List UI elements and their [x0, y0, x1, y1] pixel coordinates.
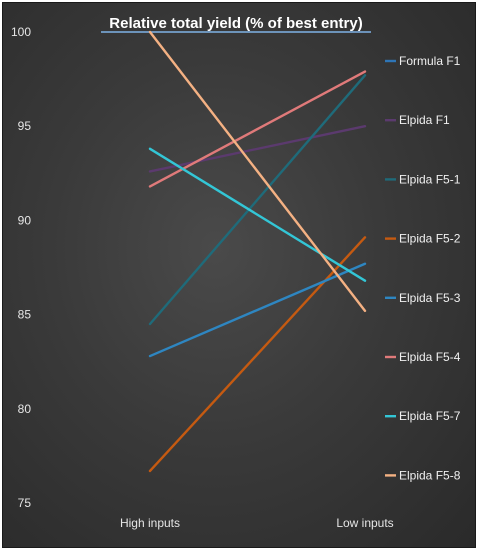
series-line	[148, 262, 367, 358]
x-axis: High inputs Low inputs	[120, 516, 394, 530]
y-tick-label: 75	[18, 496, 32, 510]
series-line	[148, 236, 367, 473]
legend: Formula F1 Elpida F1 Elpida F5-1 Elpida F5-…	[385, 54, 461, 482]
legend-label: Elpida F5-1	[399, 172, 461, 186]
x-tick-label: Low inputs	[336, 516, 393, 530]
y-tick-label: 100	[11, 25, 31, 39]
legend-label: Elpida F5-7	[399, 409, 461, 423]
y-tick-label: 90	[18, 213, 32, 227]
legend-label: Elpida F5-3	[399, 291, 461, 305]
legend-label: Elpida F5-4	[399, 350, 461, 364]
series-line	[148, 124, 367, 173]
chart-title: Relative total yield (% of best entry)	[109, 15, 362, 32]
legend-label: Elpida F1	[399, 113, 450, 127]
y-tick-label: 85	[18, 308, 32, 322]
legend-label: Formula F1	[399, 54, 461, 68]
y-tick-label: 95	[18, 119, 32, 133]
y-tick-label: 80	[18, 402, 32, 416]
legend-label: Elpida F5-2	[399, 232, 461, 246]
series-line	[148, 70, 367, 188]
series-lines	[148, 30, 367, 473]
x-tick-label: High inputs	[120, 516, 180, 530]
series-line	[148, 74, 367, 326]
line-chart: Relative total yield (% of best entry) 7…	[11, 15, 461, 530]
legend-label: Elpida F5-8	[399, 468, 461, 482]
series-line	[148, 147, 367, 282]
y-axis: 75 80 85 90 95 100	[11, 25, 31, 510]
chart-title-group: Relative total yield (% of best entry)	[101, 15, 371, 33]
series-line	[148, 30, 367, 313]
